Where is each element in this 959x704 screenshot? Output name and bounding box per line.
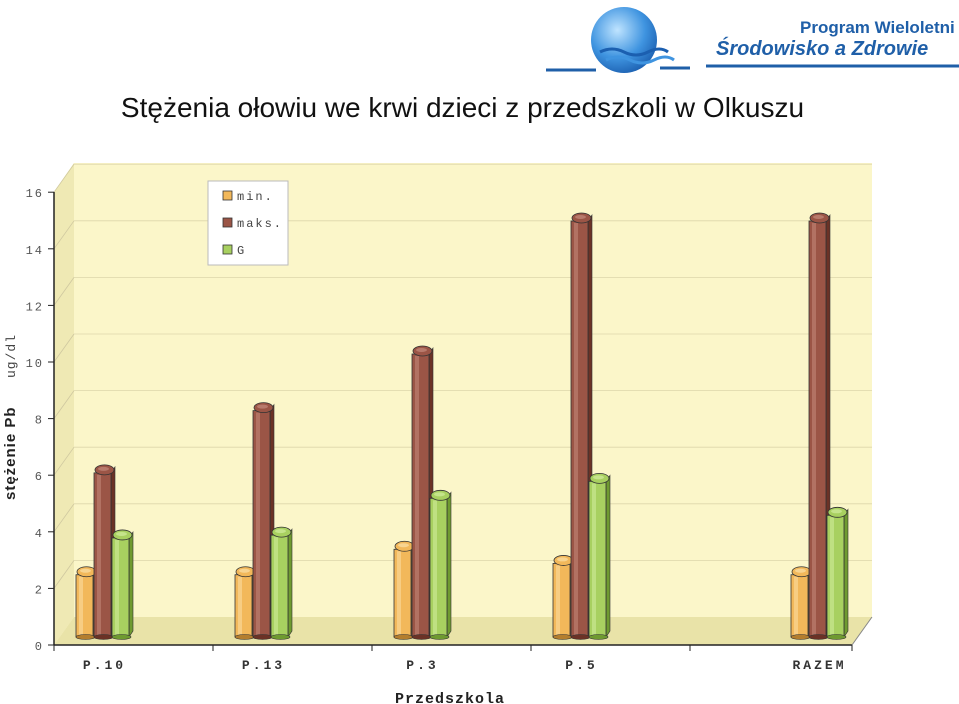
legend-label-max: maks. (237, 217, 283, 231)
y-tick-label: 6 (35, 470, 44, 484)
grid-line-diag (53, 333, 75, 363)
y-tick-label: 0 (35, 640, 44, 654)
legend-label-g: G (237, 244, 246, 258)
x-tick-label: P.3 (406, 658, 438, 673)
bar-max-P.13 (252, 402, 275, 640)
legend-label-min: min. (237, 190, 274, 204)
y-tick-label: 10 (26, 357, 44, 371)
brand-line1: Program Wieloletni (800, 18, 955, 37)
x-tick-label: RAZEM (792, 658, 846, 673)
y-tick-label: 4 (35, 527, 44, 541)
legend-swatch-g (222, 244, 233, 255)
grid-line-diag (53, 277, 75, 306)
globe-logo-icon (546, 7, 959, 73)
grid-lines (53, 163, 872, 589)
x-tick-label: P.10 (83, 658, 126, 673)
y-axis-title: stężenie Pb (2, 406, 19, 500)
bars (75, 212, 849, 640)
y-ticks: 0 2 4 6 8 10 12 14 16 (26, 187, 54, 654)
chart-back-wall (54, 163, 872, 645)
x-ticks: P.10 P.13 P.3 P.5 RAZEM (53, 645, 853, 673)
grid-line-diag (53, 503, 75, 533)
bar-g-RAZEM (826, 506, 849, 640)
grid-line-diag (53, 163, 75, 193)
legend: min. maks. G (207, 180, 289, 266)
y-tick-label: 14 (26, 244, 44, 258)
x-tick-label: P.5 (565, 658, 597, 673)
page-title: Stężenia ołowiu we krwi dzieci z przedsz… (120, 92, 805, 123)
brand-line2: Środowisko a Zdrowie (716, 38, 929, 60)
y-tick-label: 12 (26, 300, 44, 314)
grid-line-diag (53, 560, 75, 589)
chart-floor (54, 617, 872, 645)
grid-line-diag (53, 220, 75, 250)
legend-swatch-min (222, 190, 233, 201)
x-axis-title: Przedszkola (395, 691, 505, 704)
y-tick-label: 8 (35, 414, 44, 428)
bar-g-P.10 (111, 529, 134, 640)
logo (540, 0, 959, 80)
bar-max-P.5 (570, 212, 593, 640)
grid-line-diag (53, 446, 75, 476)
grid-line-diag (53, 390, 75, 419)
bar-g-P.5 (588, 472, 611, 640)
bar-g-P.13 (270, 526, 293, 640)
legend-swatch-max (222, 217, 233, 228)
bar-g-P.3 (429, 489, 452, 640)
y-axis-unit: ug/dl (4, 334, 19, 378)
floor-edge (851, 616, 873, 646)
x-tick-label: P.13 (242, 658, 285, 673)
y-tick-label: 2 (35, 583, 44, 597)
y-tick-label: 16 (26, 187, 44, 201)
